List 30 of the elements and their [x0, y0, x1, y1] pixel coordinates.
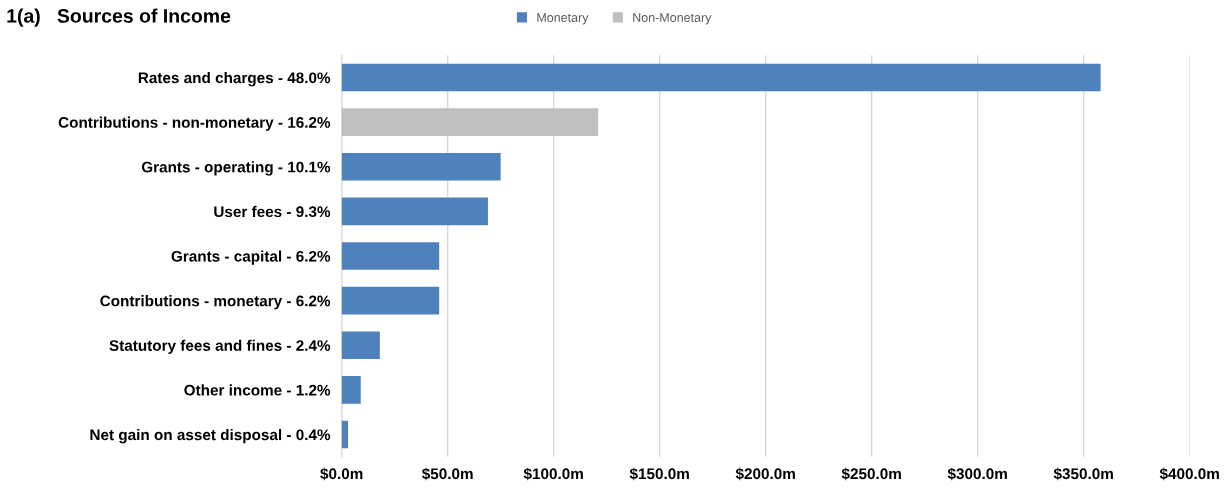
y-tick-label: Other income - 1.2%: [184, 384, 331, 396]
y-tick-label: Grants - capital - 6.2%: [171, 250, 331, 265]
y-tick-label: Grants - operating - 10.1%: [141, 161, 331, 176]
bar: [341, 420, 349, 449]
text: 1(a) Sources of Income: [7, 8, 231, 27]
bar: [341, 197, 488, 226]
y-tick-label: Rates and charges - 48.0%: [138, 72, 331, 87]
x-tick-label: $350.0m: [1053, 467, 1113, 481]
x-tick-label: $0.0m: [320, 467, 363, 481]
y-tick-label: User fees - 9.3%: [214, 205, 331, 218]
x-tick-label: $200.0m: [735, 467, 795, 481]
x-tick-label: $100.0m: [523, 467, 583, 481]
y-tick-label: Net gain on asset disposal - 0.4%: [90, 428, 331, 444]
y-tick-label: Contributions - non-monetary - 16.2%: [58, 116, 331, 131]
x-tick-label: $400.0m: [1159, 467, 1219, 481]
x-tick-label: $150.0m: [629, 467, 689, 481]
y-tick-label: Statutory fees and fines - 2.4%: [109, 339, 331, 354]
legend-label: Non-Monetary: [633, 13, 712, 25]
y-tick-label: Contributions - monetary - 6.2%: [100, 295, 331, 310]
bar: [341, 331, 380, 360]
bar: [341, 152, 501, 181]
x-tick-label: $300.0m: [947, 467, 1007, 481]
bar: [341, 286, 440, 315]
x-tick-label: $250.0m: [841, 467, 901, 481]
bar: [341, 63, 1101, 92]
bar: [341, 376, 361, 404]
legend-label: Monetary: [537, 13, 589, 25]
bar: [341, 242, 440, 270]
bar: [341, 108, 599, 136]
x-tick-label: $50.0m: [421, 467, 473, 481]
